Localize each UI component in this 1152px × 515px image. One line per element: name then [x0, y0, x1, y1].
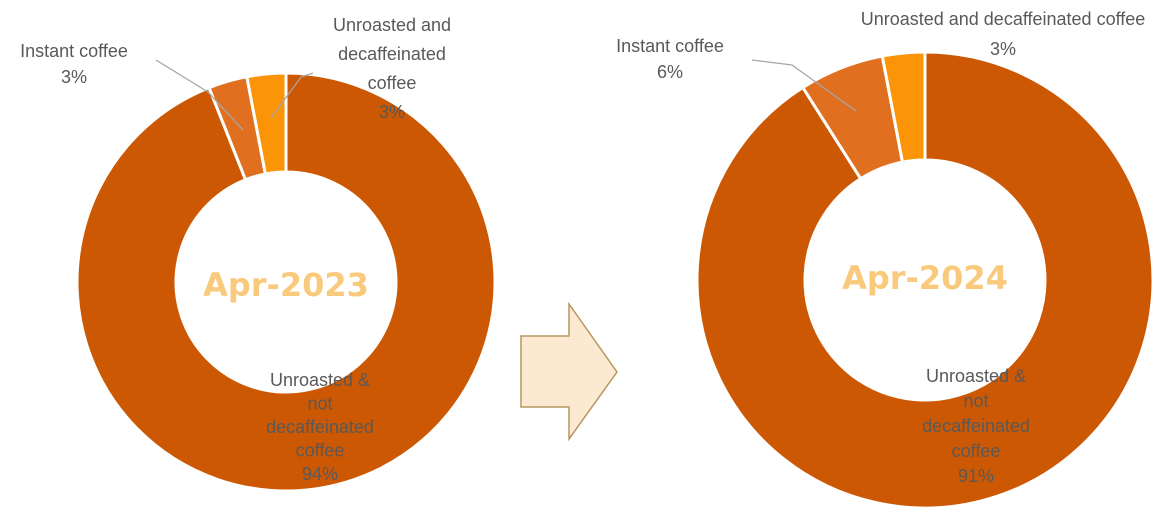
data-label-0: Unroasted & not decaffeinated coffee 94%	[266, 370, 374, 484]
data-label-percent: 3%	[990, 39, 1016, 59]
data-label-line: Unroasted and	[333, 15, 451, 35]
data-label-line: Unroasted and decaffeinated coffee	[861, 9, 1146, 29]
data-label-1: Instant coffee 3%	[20, 41, 128, 87]
donut-slice-0	[75, 71, 497, 493]
data-label-percent: 3%	[379, 102, 405, 122]
data-label-line: not	[963, 391, 988, 411]
data-label-percent: 3%	[61, 67, 87, 87]
data-label-percent: 91%	[958, 466, 994, 486]
leader-line-1	[751, 59, 857, 112]
donut-slice-0	[695, 50, 1152, 510]
donut-slice-2	[880, 50, 927, 164]
data-label-line: coffee	[952, 441, 1001, 461]
data-label-line: coffee	[368, 73, 417, 93]
data-label-line: decaffeinated	[338, 44, 446, 64]
leader-line-1	[155, 59, 244, 131]
donut-slice-2	[245, 71, 288, 176]
data-label-0: Unroasted & not decaffeinated coffee 91%	[922, 366, 1030, 486]
data-label-percent: 6%	[657, 62, 683, 82]
data-label-line: decaffeinated	[266, 417, 374, 437]
data-label-percent: 94%	[302, 464, 338, 484]
donut-chart-Apr-2024: Apr-2024 Unroasted & not decaffeinated coffe…	[616, 9, 1152, 510]
data-label-line: decaffeinated	[922, 416, 1030, 436]
data-label-line: Unroasted &	[270, 370, 370, 390]
data-label-line: Instant coffee	[20, 41, 128, 61]
data-label-2: Unroasted and decaffeinated coffee 3%	[861, 9, 1146, 59]
center-title: Apr-2024	[842, 259, 1008, 297]
data-label-line: coffee	[296, 441, 345, 461]
center-title: Apr-2023	[203, 266, 369, 304]
leader-line-2	[270, 72, 314, 119]
data-label-line: not	[307, 394, 332, 414]
data-label-1: Instant coffee 6%	[616, 36, 724, 82]
data-label-line: Instant coffee	[616, 36, 724, 56]
donut-chart-Apr-2023: Apr-2023 Unroasted & not decaffeinated coffe…	[20, 15, 497, 493]
data-label-line: Unroasted &	[926, 366, 1026, 386]
data-label-2: Unroasted and decaffeinated coffee 3%	[333, 15, 451, 122]
right-arrow-icon	[520, 301, 618, 442]
